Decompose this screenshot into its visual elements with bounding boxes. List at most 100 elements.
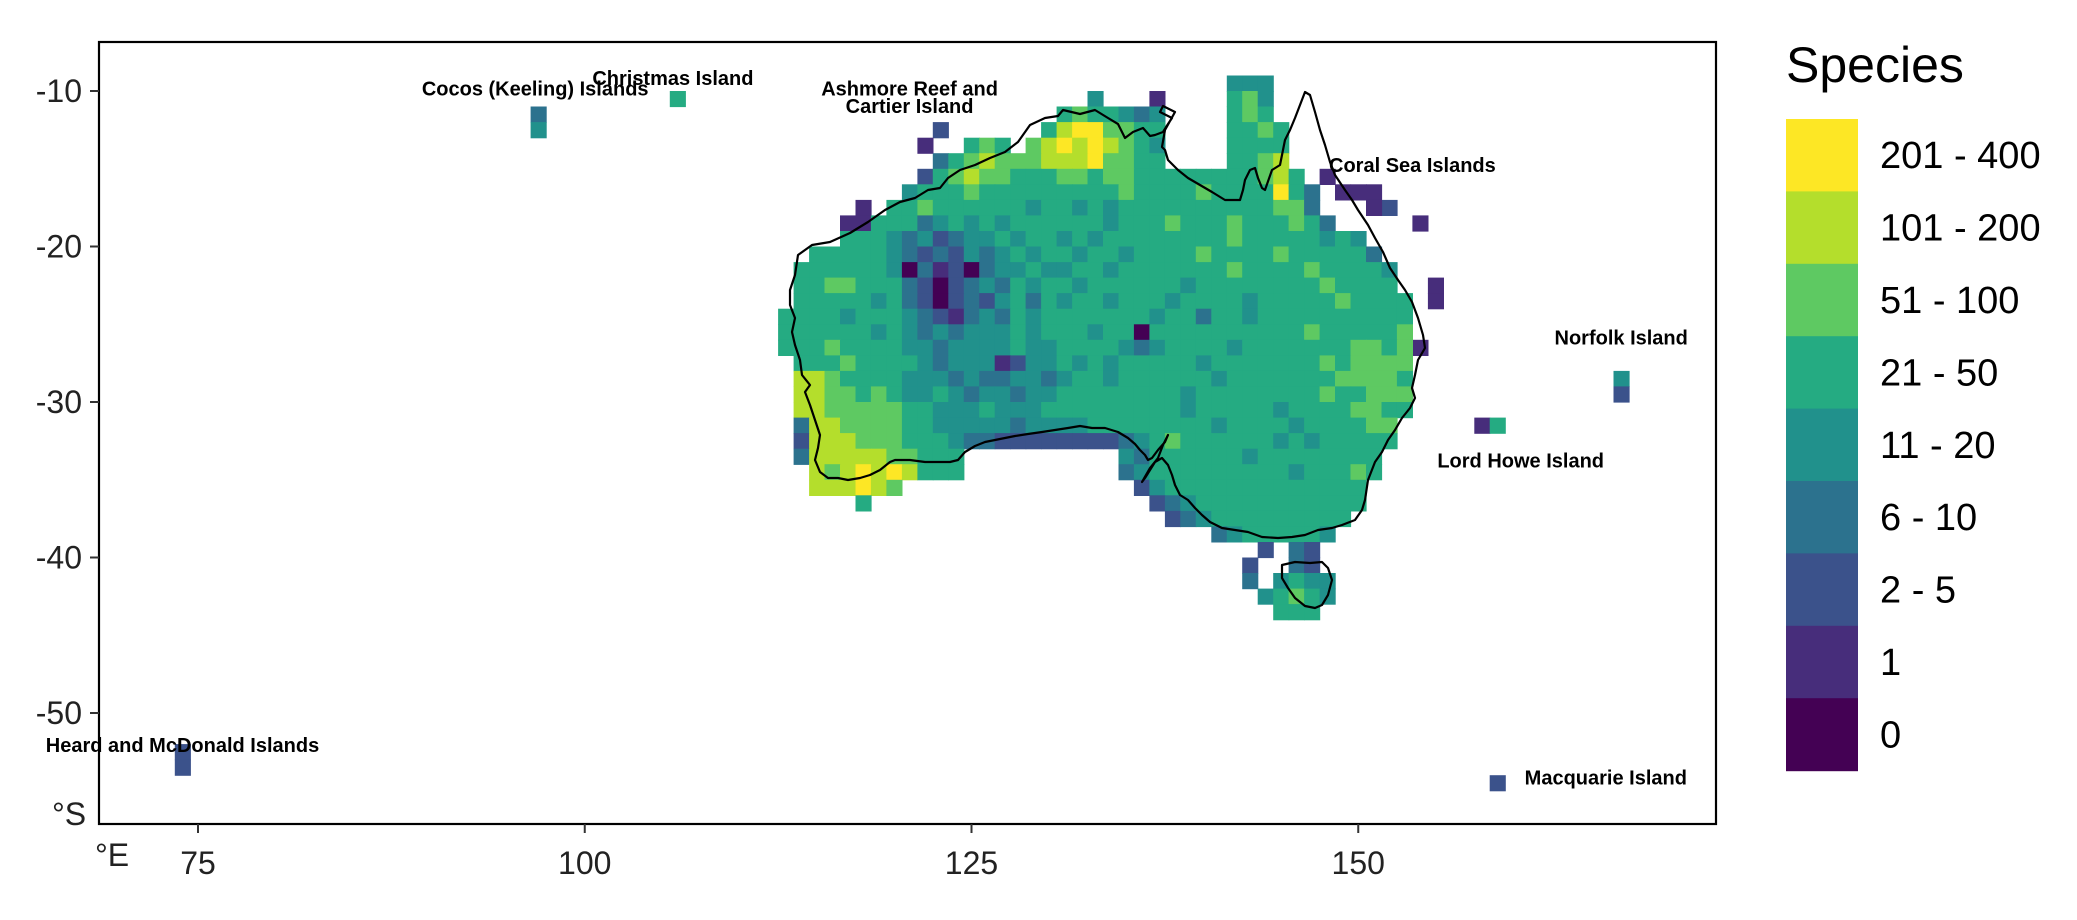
grid-cell xyxy=(1118,168,1135,185)
grid-cell xyxy=(1180,402,1197,419)
y-tick-label: -20 xyxy=(36,229,82,265)
grid-cell xyxy=(994,231,1011,248)
island-label: Cocos (Keeling) Islands xyxy=(422,79,649,101)
grid-cell xyxy=(1180,417,1197,434)
grid-cell xyxy=(1195,510,1212,528)
grid-cell xyxy=(1164,293,1181,310)
grid-cell xyxy=(1242,417,1259,434)
grid-cell xyxy=(1366,324,1383,341)
grid-cell xyxy=(1072,199,1089,216)
grid-cell xyxy=(1087,277,1104,294)
grid-cell xyxy=(1257,417,1274,434)
grid-cell xyxy=(1273,386,1290,403)
grid-cell xyxy=(1335,495,1352,512)
grid-cell xyxy=(932,246,949,263)
grid-cell xyxy=(1041,168,1058,185)
grid-cell xyxy=(1072,137,1089,154)
grid-cell xyxy=(809,324,826,341)
grid-cell xyxy=(1164,402,1181,419)
grid-cell xyxy=(840,355,857,372)
grid-cell xyxy=(870,231,887,248)
grid-cell xyxy=(886,355,903,372)
grid-cell xyxy=(917,417,934,434)
grid-cell xyxy=(1041,246,1058,263)
grid-cell xyxy=(1381,339,1398,356)
grid-cell xyxy=(1195,355,1212,372)
grid-cell xyxy=(1195,479,1212,496)
grid-cell xyxy=(1133,479,1150,496)
grid-cell xyxy=(1133,215,1150,232)
grid-cell xyxy=(917,339,934,356)
grid-cell xyxy=(1350,308,1367,325)
grid-cell xyxy=(1242,557,1259,574)
grid-cell xyxy=(979,168,996,185)
grid-cell xyxy=(1133,199,1150,216)
grid-cell xyxy=(778,308,795,325)
grid-cell xyxy=(174,759,191,776)
grid-cell xyxy=(963,386,980,403)
grid-cell xyxy=(979,417,996,434)
grid-cell xyxy=(1103,153,1120,170)
grid-cell xyxy=(1366,246,1383,263)
grid-cell xyxy=(1273,246,1290,263)
grid-cell xyxy=(824,433,841,450)
grid-cell xyxy=(1226,324,1243,341)
legend-swatch xyxy=(1786,191,1858,265)
grid-cell xyxy=(1226,402,1243,419)
grid-cell xyxy=(1396,324,1413,341)
grid-cell xyxy=(1056,215,1073,232)
grid-cell xyxy=(1288,386,1305,403)
grid-cell xyxy=(1211,215,1228,232)
grid-cell xyxy=(1072,168,1089,185)
grid-cell xyxy=(824,386,841,403)
grid-cell xyxy=(1273,184,1290,201)
grid-cell xyxy=(1288,215,1305,232)
grid-cell xyxy=(1335,433,1352,450)
grid-cell xyxy=(1381,386,1398,403)
grid-cell xyxy=(1335,293,1352,310)
grid-cell xyxy=(1118,308,1135,325)
grid-cell xyxy=(1304,215,1321,232)
legend-label: 11 - 20 xyxy=(1880,425,1995,467)
grid-cell xyxy=(1304,324,1321,341)
grid-cell xyxy=(901,293,918,310)
grid-cell xyxy=(1103,199,1120,216)
grid-cell xyxy=(1133,308,1150,325)
grid-cell xyxy=(1288,324,1305,341)
grid-cell xyxy=(870,308,887,325)
grid-cell xyxy=(932,293,949,310)
grid-cell xyxy=(886,370,903,387)
grid-cell xyxy=(1335,231,1352,248)
grid-cell xyxy=(1257,464,1274,481)
grid-cell xyxy=(1133,122,1150,139)
grid-cell xyxy=(979,402,996,419)
grid-cell xyxy=(1118,246,1135,263)
grid-cell xyxy=(948,246,965,263)
grid-cell xyxy=(979,199,996,216)
grid-cell xyxy=(1381,293,1398,310)
grid-cell xyxy=(1118,355,1135,372)
grid-cell xyxy=(901,184,918,201)
grid-cell xyxy=(901,231,918,248)
grid-cell xyxy=(1226,433,1243,450)
grid-cell xyxy=(1288,448,1305,465)
grid-cell xyxy=(1180,262,1197,279)
island-label: Lord Howe Island xyxy=(1437,450,1604,472)
legend-swatch xyxy=(1786,698,1858,772)
grid-cell xyxy=(1242,324,1259,341)
grid-cell xyxy=(1226,231,1243,248)
legend: Species 201 - 400 101 - 200 51 - 100 21 - 5… xyxy=(1786,37,2041,772)
grid-cell xyxy=(1396,402,1413,419)
grid-cell xyxy=(793,448,810,465)
grid-cell xyxy=(1257,215,1274,232)
grid-cell xyxy=(840,386,857,403)
grid-cell xyxy=(1041,184,1058,201)
grid-cell xyxy=(1118,417,1135,434)
grid-cell xyxy=(901,339,918,356)
grid-cell xyxy=(1288,184,1305,201)
grid-cell xyxy=(932,370,949,387)
grid-cell xyxy=(901,277,918,294)
grid-cell xyxy=(1118,199,1135,216)
grid-cell xyxy=(1288,246,1305,263)
grid-cell xyxy=(1273,199,1290,216)
